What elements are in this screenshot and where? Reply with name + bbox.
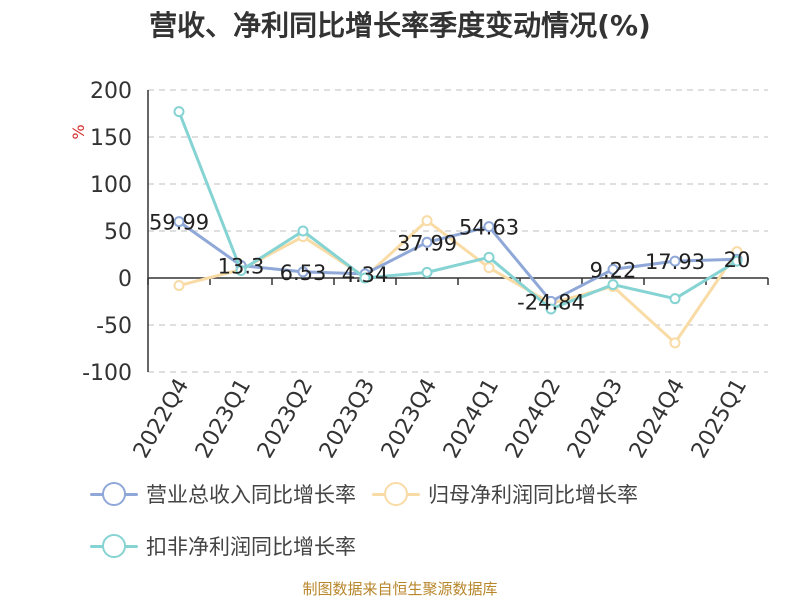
data-label: 6.53 xyxy=(280,261,327,285)
data-point xyxy=(669,337,681,349)
x-tick-label: 2024Q2 xyxy=(501,375,566,463)
series-line xyxy=(178,220,738,303)
data-label: 59.99 xyxy=(149,211,209,235)
data-label: 17.93 xyxy=(645,250,705,274)
data-point xyxy=(669,255,681,267)
data-label: 4.34 xyxy=(342,263,389,287)
y-tick-label: 200 xyxy=(90,79,132,104)
legend-item[interactable]: 扣非净利润同比增长率 xyxy=(90,526,356,566)
data-point xyxy=(297,266,309,278)
data-point xyxy=(669,293,681,305)
x-tick-label: 2023Q3 xyxy=(315,375,380,463)
x-tick-label: 2023Q4 xyxy=(377,375,442,463)
data-point xyxy=(483,221,495,233)
data-point xyxy=(607,279,619,291)
legend-swatch-icon xyxy=(372,474,420,514)
data-point xyxy=(545,303,557,315)
legend-swatch-icon xyxy=(90,526,138,566)
data-label: 20 xyxy=(724,248,751,272)
data-point xyxy=(235,264,247,276)
data-label: 13.3 xyxy=(218,254,265,278)
y-tick-label: 100 xyxy=(90,173,132,198)
data-label: 54.63 xyxy=(459,216,519,240)
legend-item[interactable]: 营业总收入同比增长率 xyxy=(90,474,356,514)
y-axis-title: % xyxy=(69,124,88,139)
series-layer xyxy=(173,106,743,349)
data-point xyxy=(483,262,495,274)
chart-title: 营收、净利同比增长率季度变动情况(%) xyxy=(149,9,651,42)
legend-item[interactable]: 归母净利润同比增长率 xyxy=(372,474,638,514)
data-label: 9.22 xyxy=(590,258,637,282)
series-line xyxy=(177,111,738,311)
y-tick-label: 0 xyxy=(118,267,132,292)
data-point xyxy=(297,225,309,237)
data-label: 37.99 xyxy=(397,231,457,255)
data-point xyxy=(421,215,433,227)
legend-label: 营业总收入同比增长率 xyxy=(146,483,356,507)
y-tick-label: 50 xyxy=(104,220,132,245)
y-tick-label: -50 xyxy=(96,314,132,339)
x-tick-label: 2023Q1 xyxy=(191,375,256,463)
data-point xyxy=(421,266,433,278)
x-tick-label: 2024Q4 xyxy=(625,375,690,463)
grid-layer xyxy=(148,89,768,373)
x-tick-label: 2024Q3 xyxy=(563,375,628,463)
source-text: 制图数据来自恒生聚源数据库 xyxy=(302,580,498,598)
legend-label: 扣非净利润同比增长率 xyxy=(146,535,356,559)
data-point xyxy=(173,106,185,118)
data-point xyxy=(421,236,433,248)
data-point xyxy=(731,255,743,267)
data-label: -24.84 xyxy=(517,290,585,314)
series-line xyxy=(178,219,739,345)
y-tick-label: -100 xyxy=(82,361,132,386)
x-tick-label: 2025Q1 xyxy=(687,375,752,463)
x-tick-label: 2023Q2 xyxy=(253,375,318,463)
legend-swatch-icon xyxy=(90,474,138,514)
legend-label: 归母净利润同比增长率 xyxy=(428,483,638,507)
data-point xyxy=(173,280,185,292)
data-point xyxy=(173,216,185,228)
x-tick-label: 2022Q4 xyxy=(129,375,194,463)
x-tick-label: 2024Q1 xyxy=(439,375,504,463)
data-point xyxy=(359,272,371,284)
data-point xyxy=(483,251,495,263)
legend: 营业总收入同比增长率 归母净利润同比增长率扣非净利润同比增长率 xyxy=(90,474,790,578)
y-tick-label: 150 xyxy=(90,126,132,151)
data-point xyxy=(607,263,619,275)
